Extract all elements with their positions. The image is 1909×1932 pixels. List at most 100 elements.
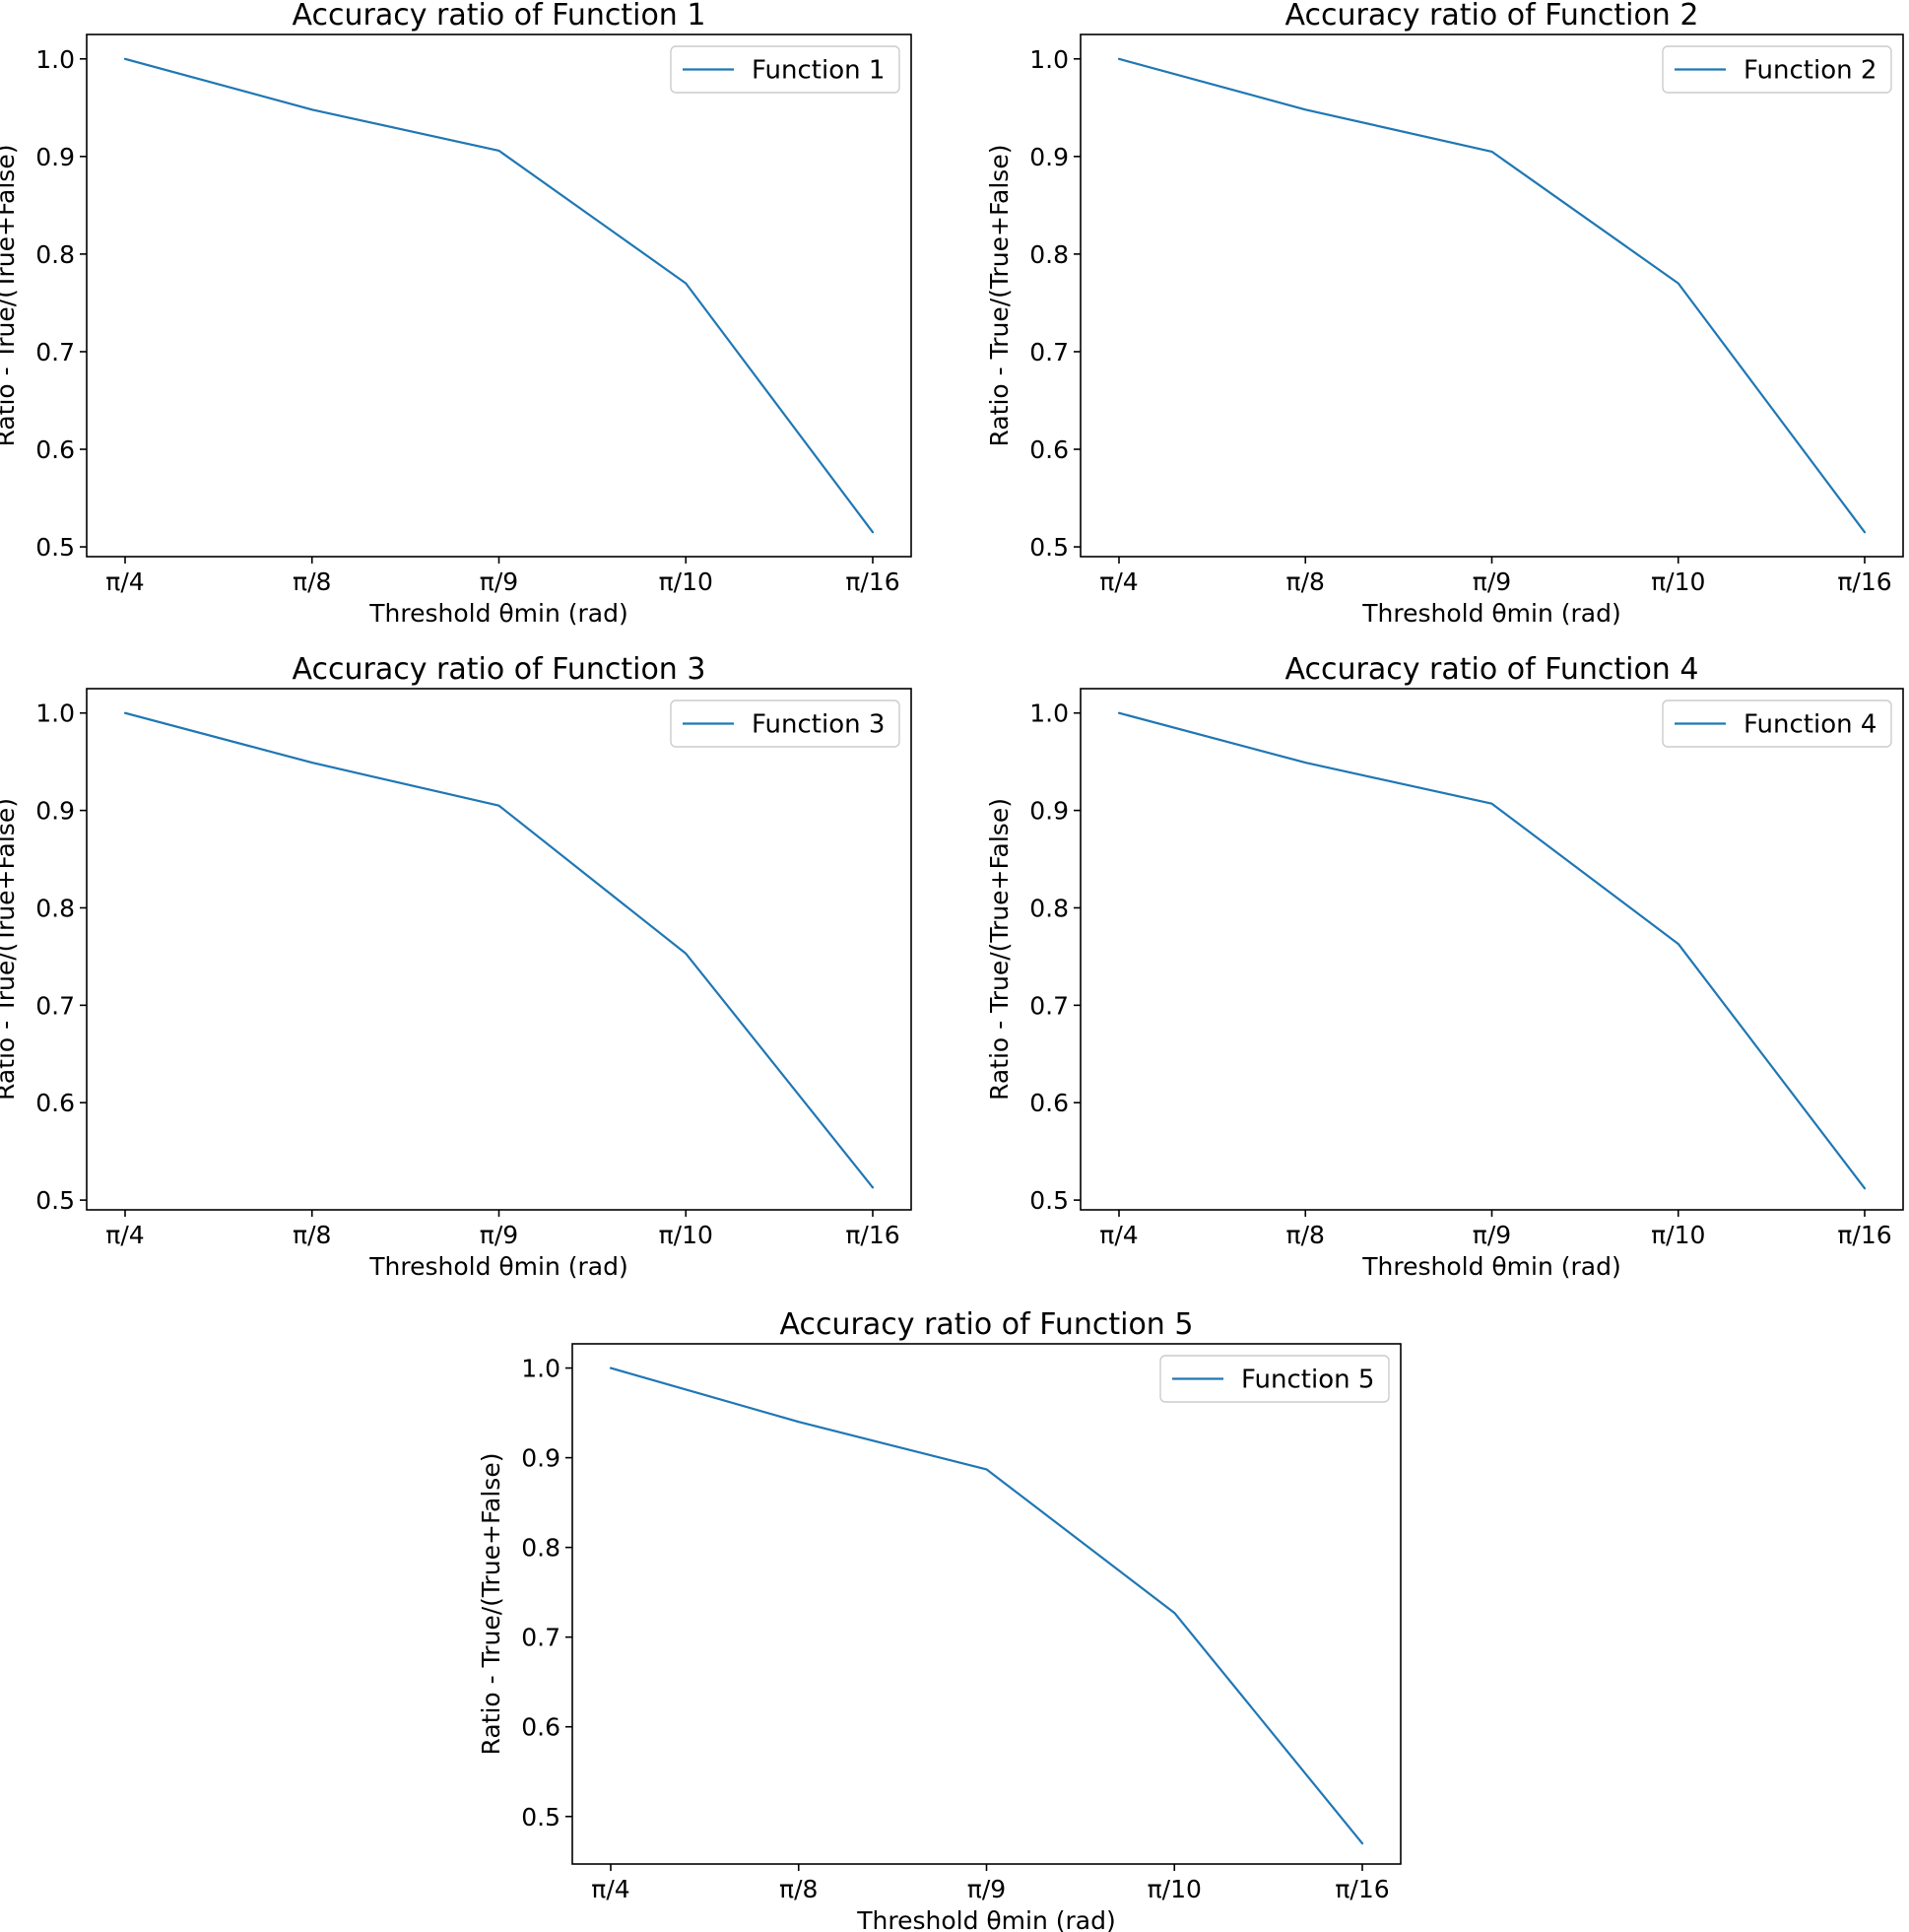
x-tick-label: π/4 <box>105 567 144 596</box>
axes-frame <box>86 33 912 558</box>
x-axis-label: Threshold θmin (rad) <box>856 1906 1116 1932</box>
y-tick-label: 0.9 <box>521 1444 560 1473</box>
x-tick-label: π/10 <box>1148 1875 1202 1903</box>
legend-box <box>670 700 900 748</box>
series-line-function-1 <box>123 57 875 534</box>
legend-entry: Function 5 <box>1241 1366 1374 1395</box>
y-tick-label: 1.0 <box>1029 700 1069 728</box>
y-axis-label: Ratio - True/(True+False) <box>0 145 20 447</box>
x-tick-label: π/16 <box>1335 1875 1389 1903</box>
x-tick-label: π/10 <box>659 567 713 596</box>
chart-title: Accuracy ratio of Function 5 <box>780 1307 1194 1342</box>
x-tick-label: π/9 <box>967 1875 1006 1903</box>
y-tick-label: 0.8 <box>1029 894 1069 922</box>
legend: Function 5 <box>1159 1355 1390 1403</box>
x-axis-label: Threshold θmin (rad) <box>1361 1252 1621 1281</box>
legend-box <box>1662 45 1892 94</box>
x-tick-label: π/9 <box>480 1221 518 1249</box>
x-tick-label: π/8 <box>293 567 331 596</box>
chart-panel-4: Accuracy ratio of Function 4 π/4 π/8 π/9 π/1… <box>985 652 1904 1281</box>
legend-box <box>1159 1355 1390 1403</box>
x-tick-label: π/16 <box>845 567 899 596</box>
y-tick-label: 1.0 <box>35 700 75 728</box>
x-axis-label: Threshold θmin (rad) <box>1361 599 1621 628</box>
y-tick-label: 0.9 <box>35 797 75 826</box>
y-tick-label: 0.6 <box>1029 435 1069 464</box>
legend-entry: Function 3 <box>752 710 885 740</box>
y-tick-label: 0.8 <box>1029 240 1069 269</box>
y-tick-label: 0.9 <box>35 143 75 171</box>
y-axis-label: Ratio - True/(True+False) <box>0 798 20 1100</box>
x-tick-label: π/4 <box>591 1875 629 1903</box>
x-tick-label: π/9 <box>1473 1221 1511 1249</box>
x-tick-label: π/4 <box>1099 1221 1138 1249</box>
legend-box <box>670 45 900 94</box>
x-tick-label: π/9 <box>1473 567 1511 596</box>
y-axis-label: Ratio - True/(True+False) <box>985 145 1014 447</box>
x-tick-label: π/10 <box>659 1221 713 1249</box>
legend: Function 1 <box>670 45 900 94</box>
y-tick-label: 0.8 <box>35 240 75 269</box>
legend-entry: Function 4 <box>1744 710 1876 740</box>
x-tick-label: π/4 <box>105 1221 144 1249</box>
y-tick-label: 0.7 <box>35 338 75 366</box>
y-tick-label: 0.7 <box>35 991 75 1020</box>
x-tick-label: π/8 <box>293 1221 331 1249</box>
axes-frame <box>1080 688 1904 1211</box>
chart-title: Accuracy ratio of Function 4 <box>1285 652 1699 687</box>
x-axis-label: Threshold θmin (rad) <box>368 1252 628 1281</box>
x-tick-label: π/10 <box>1651 1221 1705 1249</box>
x-axis-label: Threshold θmin (rad) <box>368 599 628 628</box>
y-tick-label: 0.5 <box>521 1803 560 1832</box>
x-tick-label: π/16 <box>1837 1221 1891 1249</box>
y-tick-label: 0.8 <box>521 1534 560 1563</box>
y-axis-label: Ratio - True/(True+False) <box>985 798 1014 1100</box>
x-tick-label: π/8 <box>1286 1221 1325 1249</box>
axes-frame <box>571 1343 1402 1865</box>
legend: Function 4 <box>1662 700 1892 748</box>
y-tick-label: 0.5 <box>1029 1186 1069 1215</box>
y-tick-label: 0.8 <box>35 894 75 922</box>
y-tick-label: 0.7 <box>1029 338 1069 366</box>
y-tick-label: 1.0 <box>521 1355 560 1383</box>
series-line-function-3 <box>123 711 875 1189</box>
y-tick-label: 0.6 <box>35 1089 75 1117</box>
y-tick-label: 0.9 <box>1029 143 1069 171</box>
y-tick-label: 1.0 <box>1029 45 1069 74</box>
x-tick-label: π/8 <box>779 1875 818 1903</box>
y-axis-label: Ratio - True/(True+False) <box>477 1453 505 1756</box>
chart-panel-1: Accuracy ratio of Function 1 π/4 π/8 π/9 π/1… <box>0 0 912 628</box>
y-tick-label: 0.6 <box>35 435 75 464</box>
x-tick-label: π/4 <box>1099 567 1138 596</box>
chart-panel-3: Accuracy ratio of Function 3 π/4 π/8 π/9 π/1… <box>0 652 912 1281</box>
y-tick-label: 0.7 <box>1029 991 1069 1020</box>
chart-title: Accuracy ratio of Function 2 <box>1285 0 1699 33</box>
axes-frame <box>1080 33 1904 558</box>
chart-panel-2: Accuracy ratio of Function 2 π/4 π/8 π/9 π/1… <box>985 0 1904 628</box>
chart-title: Accuracy ratio of Function 1 <box>293 0 706 33</box>
y-tick-label: 1.0 <box>35 45 75 74</box>
x-tick-label: π/8 <box>1286 567 1325 596</box>
y-tick-label: 0.5 <box>35 1186 75 1215</box>
y-tick-label: 0.6 <box>521 1713 560 1742</box>
series-line-function-2 <box>1117 57 1867 534</box>
y-tick-label: 0.5 <box>35 533 75 562</box>
x-tick-label: π/16 <box>845 1221 899 1249</box>
series-line-function-5 <box>609 1366 1364 1845</box>
legend-box <box>1662 700 1892 748</box>
y-tick-label: 0.5 <box>1029 533 1069 562</box>
y-tick-label: 0.9 <box>1029 797 1069 826</box>
chart-panel-5: Accuracy ratio of Function 5 π/4 π/8 π/9 π/1… <box>477 1307 1402 1932</box>
legend-entry: Function 2 <box>1744 56 1876 86</box>
x-tick-label: π/9 <box>480 567 518 596</box>
legend: Function 3 <box>670 700 900 748</box>
y-tick-label: 0.6 <box>1029 1089 1069 1117</box>
x-tick-label: π/10 <box>1651 567 1705 596</box>
legend: Function 2 <box>1662 45 1892 94</box>
legend-entry: Function 1 <box>752 56 885 86</box>
x-tick-label: π/16 <box>1837 567 1891 596</box>
chart-title: Accuracy ratio of Function 3 <box>293 652 706 687</box>
y-tick-label: 0.7 <box>521 1624 560 1652</box>
series-line-function-4 <box>1117 711 1867 1190</box>
